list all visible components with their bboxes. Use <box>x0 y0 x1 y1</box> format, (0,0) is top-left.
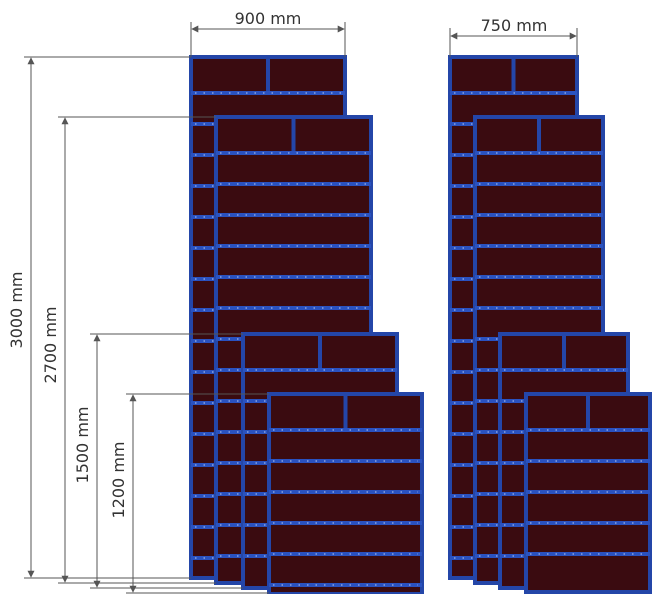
dimensions: 900 mm 750 mm 3000 mm 2700 mm 1500 mm 12… <box>7 9 578 594</box>
height-label: 2700 mm <box>41 307 60 384</box>
formwork-panel <box>524 392 652 594</box>
height-label: 3000 mm <box>7 272 26 349</box>
height-label: 1200 mm <box>109 442 128 519</box>
height-label: 1500 mm <box>73 407 92 484</box>
formwork-panel <box>267 392 424 594</box>
width-label: 750 mm <box>481 16 548 35</box>
panels <box>189 55 652 594</box>
width-label: 900 mm <box>235 9 302 28</box>
